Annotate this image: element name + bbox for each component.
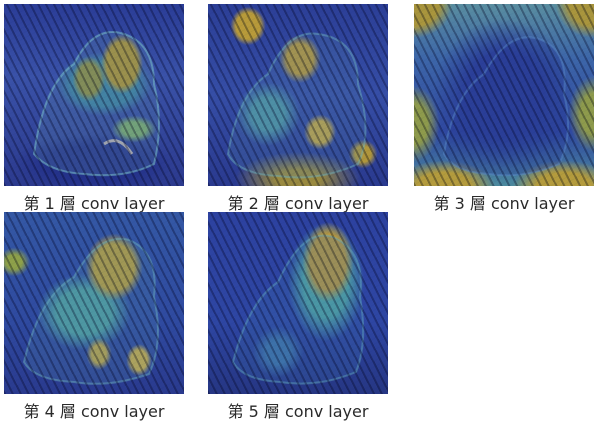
tiger-silhouette-5: [231, 234, 365, 385]
tiger-heatmap-image-3: [414, 4, 594, 186]
tiger-heatmap-image-1: [4, 4, 184, 186]
tiger-silhouette-1: [32, 31, 160, 177]
tiger-heatmap-image-5: [208, 212, 388, 394]
caption-layer-3: 第 3 層 conv layer: [433, 194, 575, 213]
tiger-silhouette-4: [22, 237, 159, 385]
tiger-heatmap-image-2: [208, 4, 388, 186]
caption-layer-5: 第 5 層 conv layer: [227, 402, 369, 421]
caption-layer-1: 第 1 層 conv layer: [23, 194, 165, 213]
caption-layer-4: 第 4 層 conv layer: [23, 402, 165, 421]
tiger-silhouette-3: [442, 36, 569, 177]
caption-layer-2: 第 2 層 conv layer: [227, 194, 369, 213]
tiger-heatmap-image-4: [4, 212, 184, 394]
tiger-silhouette-2: [226, 32, 367, 179]
